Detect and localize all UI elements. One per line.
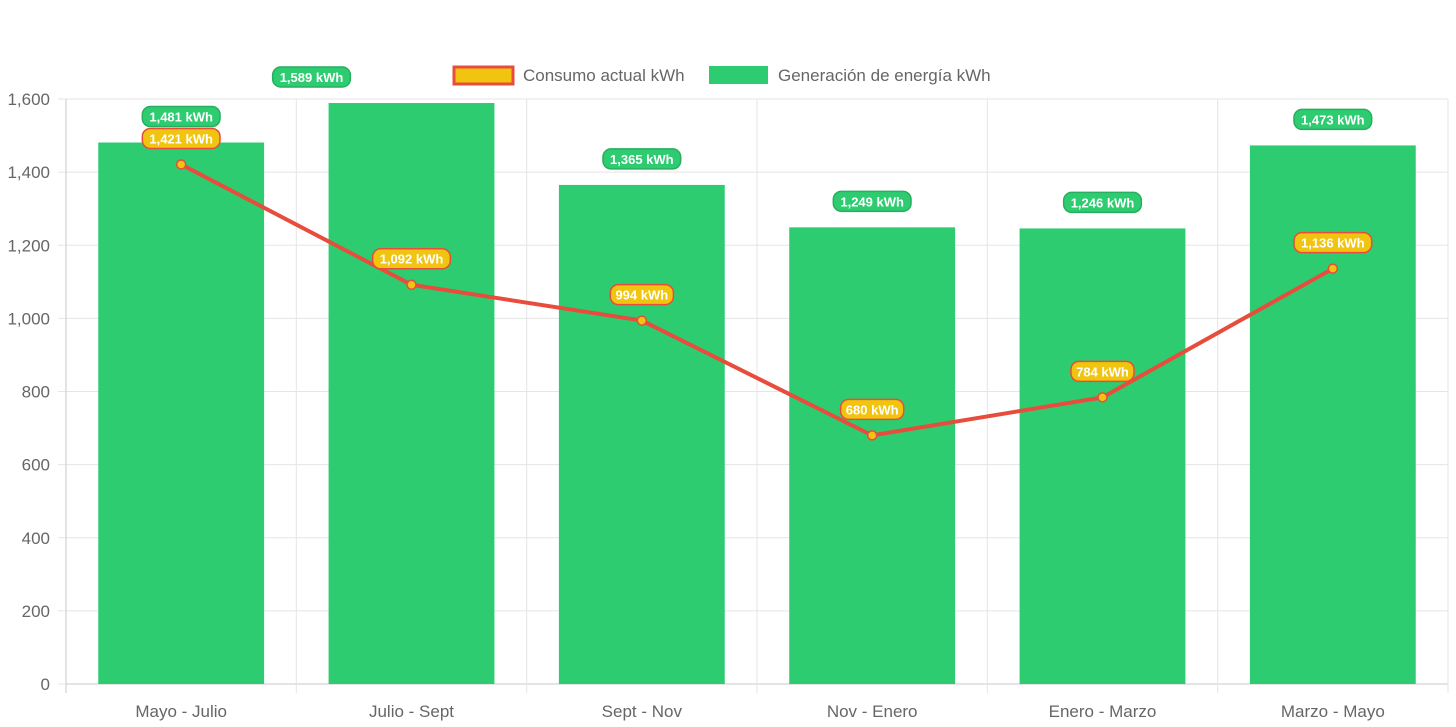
bar: [558, 184, 725, 684]
data-labels: 1,481 kWh 1,589 kWh 1,365 kWh 1,249 kWh 1,24…: [141, 66, 1373, 421]
bar-value-label-text: 1,365 kWh: [610, 152, 674, 167]
bar: [789, 227, 956, 684]
bar-value-label-text: 1,246 kWh: [1071, 195, 1135, 210]
line-value-label-text: 1,092 kWh: [380, 252, 444, 267]
bar-value-label: 1,246 kWh: [1062, 191, 1143, 214]
bar-value-label-bg: [271, 66, 352, 88]
x-tick-label: Julio - Sept: [369, 702, 454, 721]
line-value-label-bg: [839, 398, 905, 421]
legend: Consumo actual kWh Generación de energía …: [452, 65, 991, 86]
line-value-label-text: 994 kWh: [615, 288, 668, 303]
line-point: [175, 159, 187, 170]
x-tick-label: Marzo - Mayo: [1281, 702, 1385, 721]
line-value-label: 784 kWh: [1070, 360, 1135, 383]
bar-value-label-bg: [141, 105, 221, 128]
bar-value-label-bg: [602, 148, 682, 170]
bar-value-label-text: 1,249 kWh: [840, 194, 904, 209]
legend-swatch-consumo: [452, 65, 515, 86]
line-value-label-bg: [371, 247, 452, 270]
line-value-label-text: 784 kWh: [1076, 364, 1129, 379]
line-point: [636, 315, 648, 326]
line-value-label-bg: [1293, 231, 1373, 254]
bar-value-label: 1,473 kWh: [1293, 108, 1373, 131]
x-tick-label: Mayo - Julio: [135, 702, 227, 721]
line-value-label-text: 680 kWh: [846, 402, 899, 417]
bar-value-label-bg: [832, 190, 912, 213]
legend-swatch-generacion: [709, 66, 768, 84]
y-tick-label: 1,200: [7, 236, 50, 255]
line-value-label-bg: [1070, 360, 1135, 383]
bar-value-label: 1,589 kWh: [271, 66, 352, 88]
y-tick-label: 0: [41, 675, 50, 694]
legend-label-consumo: Consumo actual kWh: [523, 66, 685, 85]
line-value-label: 680 kWh: [839, 398, 905, 421]
bar-value-label-text: 1,481 kWh: [149, 110, 213, 125]
line-value-label: 1,421 kWh: [141, 127, 221, 150]
y-tick-label: 1,400: [7, 163, 50, 182]
bar: [328, 103, 495, 685]
x-tick-label: Enero - Marzo: [1049, 702, 1157, 721]
line-value-label-text: 1,421 kWh: [149, 131, 213, 146]
line-value-label: 994 kWh: [609, 283, 675, 306]
line-value-label-bg: [609, 283, 675, 306]
line-value-label: 1,136 kWh: [1293, 231, 1373, 254]
y-tick-label: 200: [22, 602, 50, 621]
x-tick-label: Nov - Enero: [827, 702, 918, 721]
y-tick-label: 1,600: [7, 90, 50, 109]
axes: 0 200 400 600 800 1,000 1,200 1,400 1,600 Mayo - …: [7, 90, 1384, 721]
y-tick-label: 600: [22, 456, 50, 475]
bar-value-label: 1,481 kWh: [141, 105, 221, 128]
bar-value-label-text: 1,473 kWh: [1301, 112, 1365, 127]
bar-value-label: 1,365 kWh: [602, 148, 682, 170]
bar: [1249, 145, 1416, 684]
legend-item-consumo: Consumo actual kWh: [452, 65, 685, 86]
bar-value-label: 1,249 kWh: [832, 190, 912, 213]
bar-value-label-bg: [1062, 191, 1143, 214]
y-tick-label: 400: [22, 529, 50, 548]
line-point: [1097, 392, 1108, 403]
line-value-label-bg: [141, 127, 221, 150]
bar-value-label-bg: [1293, 108, 1373, 131]
bar-value-label-text: 1,589 kWh: [280, 70, 344, 85]
y-tick-label: 800: [22, 383, 50, 402]
line-point: [406, 279, 417, 290]
bar: [1019, 228, 1186, 684]
grid-lines: [65, 98, 1449, 693]
line-point: [866, 430, 878, 441]
line-value-label: 1,092 kWh: [371, 247, 452, 270]
bar-series: [98, 103, 1416, 685]
x-tick-label: Sept - Nov: [602, 702, 683, 721]
legend-item-generacion: Generación de energía kWh: [709, 66, 991, 85]
line-value-label-text: 1,136 kWh: [1301, 236, 1365, 251]
line-point: [1327, 263, 1339, 274]
bar: [98, 142, 265, 684]
y-tick-label: 1,000: [7, 309, 50, 328]
legend-label-generacion: Generación de energía kWh: [778, 66, 991, 85]
